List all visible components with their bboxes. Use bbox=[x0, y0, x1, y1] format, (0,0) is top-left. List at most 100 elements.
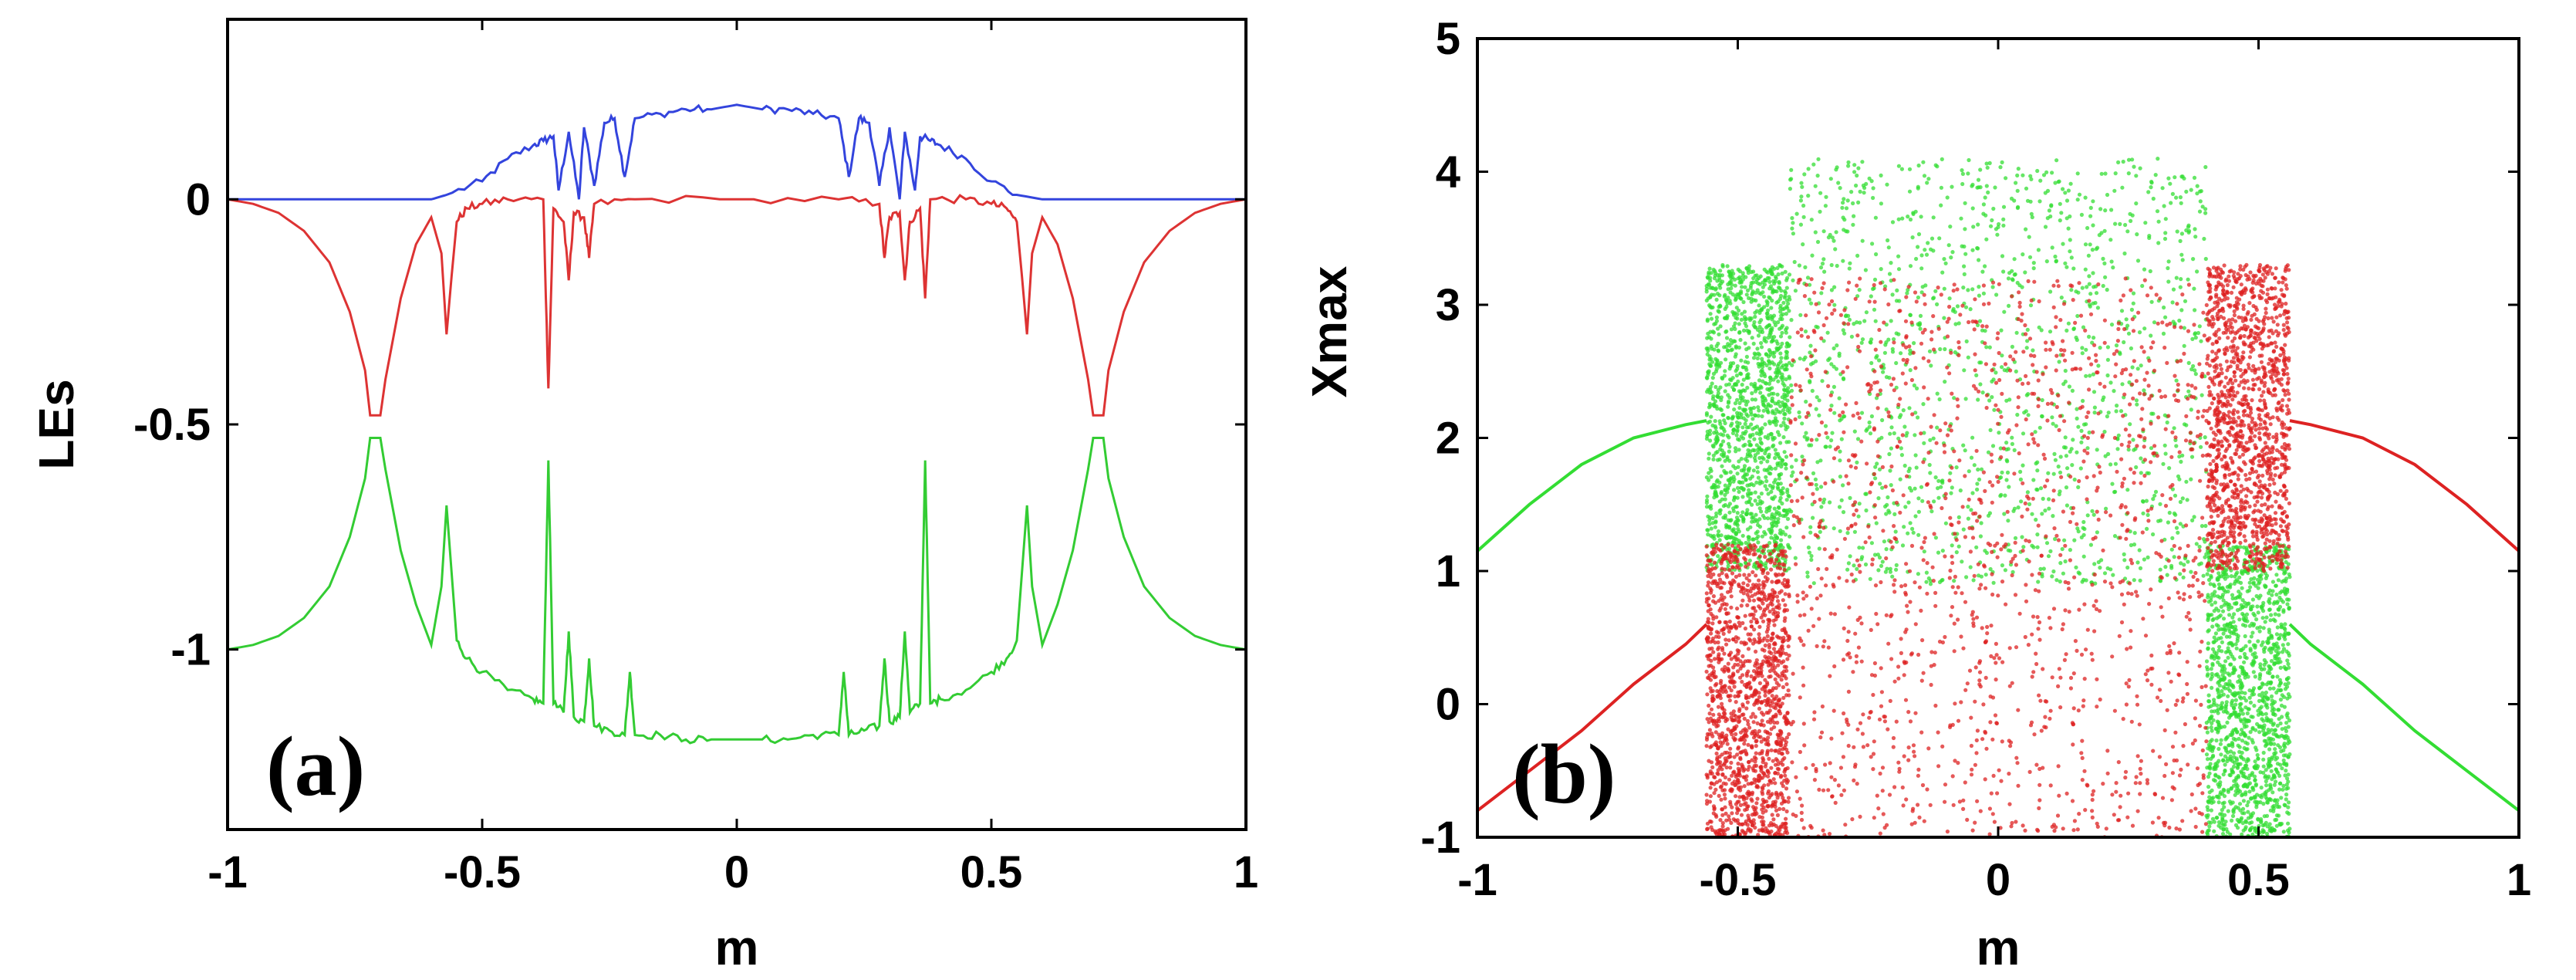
scatter-point bbox=[2132, 578, 2136, 583]
scatter-point bbox=[1744, 354, 1749, 359]
scatter-point bbox=[1724, 357, 1728, 362]
scatter-point bbox=[1767, 366, 1772, 371]
scatter-point bbox=[1813, 230, 1818, 235]
scatter-point bbox=[2083, 267, 2088, 272]
scatter-point bbox=[1848, 261, 1852, 265]
scatter-point bbox=[2162, 236, 2168, 242]
scatter-point bbox=[2031, 261, 2036, 265]
scatter-point bbox=[1730, 431, 1736, 436]
scatter-point bbox=[2025, 339, 2030, 343]
scatter-point bbox=[2109, 208, 2114, 212]
scatter-point bbox=[2260, 698, 2265, 703]
scatter-point bbox=[2280, 766, 2284, 771]
scatter-point bbox=[1916, 295, 1920, 300]
scatter-point bbox=[1886, 245, 1891, 250]
scatter-point bbox=[1756, 549, 1761, 553]
scatter-point bbox=[1829, 362, 1834, 367]
scatter-point bbox=[1751, 483, 1756, 488]
scatter-point bbox=[2076, 424, 2081, 429]
scatter-point bbox=[2244, 612, 2250, 617]
scatter-point bbox=[1772, 480, 1777, 485]
scatter-point bbox=[2038, 425, 2042, 430]
scatter-point bbox=[1852, 563, 1856, 568]
scatter-point bbox=[2243, 705, 2248, 710]
scatter-point bbox=[2227, 613, 2232, 617]
scatter-point bbox=[1704, 792, 1709, 797]
scatter-point bbox=[1747, 500, 1751, 505]
scatter-point bbox=[2210, 647, 2216, 651]
scatter-point bbox=[2228, 732, 2233, 737]
scatter-point bbox=[1753, 325, 1757, 329]
scatter-point bbox=[1710, 423, 1715, 428]
scatter-point bbox=[1857, 546, 1862, 550]
scatter-point bbox=[1709, 363, 1713, 368]
scatter-point bbox=[1705, 429, 1710, 434]
scatter-point bbox=[1970, 248, 1975, 252]
scatter-point bbox=[2179, 308, 2184, 313]
scatter-point bbox=[1786, 301, 1791, 306]
scatter-point bbox=[2179, 252, 2184, 257]
scatter-point bbox=[1890, 574, 1895, 579]
scatter-point bbox=[1753, 425, 1757, 430]
scatter-point bbox=[1751, 417, 1755, 421]
scatter-point bbox=[2257, 629, 2262, 634]
scatter-point bbox=[1740, 533, 1745, 538]
scatter-point bbox=[1719, 407, 1724, 413]
scatter-point bbox=[2193, 308, 2197, 313]
scatter-point bbox=[2108, 238, 2113, 242]
scatter-point bbox=[1791, 470, 1795, 475]
scatter-point bbox=[1998, 165, 2003, 170]
scatter-point bbox=[2243, 698, 2248, 703]
scatter-point bbox=[1747, 331, 1751, 336]
scatter-point bbox=[1849, 190, 1854, 194]
scatter-point bbox=[1759, 460, 1764, 465]
scatter-point bbox=[2235, 786, 2240, 790]
scatter-point bbox=[2106, 451, 2111, 457]
scatter-point bbox=[2273, 779, 2278, 784]
scatter-point bbox=[1708, 438, 1713, 443]
scatter-point bbox=[2269, 613, 2274, 617]
scatter-point bbox=[2278, 698, 2283, 702]
scatter-point bbox=[2258, 593, 2263, 598]
scatter-point bbox=[1906, 531, 1910, 536]
scatter-point bbox=[2243, 644, 2248, 648]
scatter-point bbox=[2173, 175, 2177, 180]
scatter-point bbox=[1761, 619, 1766, 623]
scatter-point bbox=[1771, 354, 1777, 359]
scatter-point bbox=[1767, 323, 1771, 327]
scatter-point bbox=[1785, 657, 1790, 661]
scatter-point bbox=[1804, 399, 1808, 404]
scatter-point bbox=[1952, 579, 1956, 583]
scatter-point bbox=[1789, 167, 1794, 172]
scatter-point bbox=[1705, 528, 1710, 532]
scatter-point bbox=[1750, 758, 1754, 762]
scatter-point bbox=[2256, 639, 2260, 644]
scatter-point bbox=[2262, 738, 2267, 743]
scatter-point bbox=[2223, 769, 2227, 774]
scatter-point bbox=[2282, 578, 2287, 583]
scatter-point bbox=[1769, 306, 1774, 310]
scatter-point bbox=[2281, 783, 2286, 789]
scatter-point bbox=[1746, 268, 1751, 272]
scatter-point bbox=[2257, 693, 2262, 698]
scatter-point bbox=[1923, 248, 1927, 252]
scatter-point bbox=[1757, 517, 1762, 522]
scatter-point bbox=[1882, 539, 1886, 544]
scatter-point bbox=[2285, 810, 2290, 815]
scatter-point bbox=[1747, 562, 1751, 566]
scatter-point bbox=[2247, 718, 2251, 724]
scatter-point bbox=[1784, 682, 1789, 687]
scatter-point bbox=[2207, 716, 2213, 721]
scatter-point bbox=[2007, 271, 2012, 275]
scatter-point bbox=[1983, 195, 1987, 200]
scatter-point bbox=[1743, 388, 1747, 393]
scatter-point bbox=[1767, 286, 1772, 291]
scatter-point bbox=[1709, 306, 1713, 310]
scatter-point bbox=[1750, 336, 1754, 340]
scatter-point bbox=[2268, 741, 2274, 745]
scatter-point bbox=[1742, 409, 1747, 414]
scatter-point bbox=[2210, 816, 2215, 821]
scatter-point bbox=[2248, 585, 2253, 590]
scatter-point bbox=[1916, 415, 1920, 420]
scatter-point bbox=[1724, 336, 1730, 340]
